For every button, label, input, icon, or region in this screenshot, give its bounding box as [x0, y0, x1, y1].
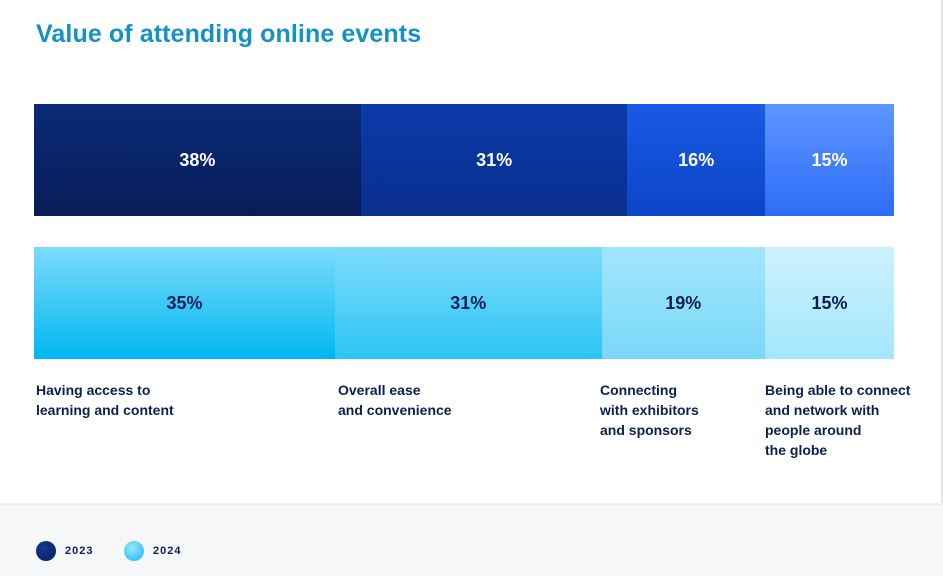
chart-title: Value of attending online events — [36, 20, 422, 48]
legend-item-2023: 2023 — [36, 541, 93, 561]
category-label-ease: Overall ease and convenience — [338, 382, 452, 418]
category-label-networking: Being able to connect and network with p… — [765, 382, 911, 458]
scrollbar[interactable] — [941, 0, 943, 574]
bar-2023-networking: 15% — [764, 104, 894, 216]
bar-row-2024: 35% 31% 19% 15% — [34, 247, 894, 359]
legend-label-2023: 2023 — [65, 545, 94, 557]
bar-2024-ease: 31% — [335, 247, 602, 359]
data-label-2023-networking: 15% — [811, 149, 848, 170]
bar-2023-exhibitors: 16% — [627, 104, 765, 216]
data-label-2024-ease: 31% — [450, 292, 487, 313]
data-label-2024-networking: 15% — [811, 292, 848, 313]
data-label-2023-learning: 38% — [179, 149, 216, 170]
legend-dot-2023-icon — [36, 541, 56, 561]
legend: 2023 2024 — [0, 503, 943, 576]
data-label-2023-exhibitors: 16% — [678, 149, 715, 170]
legend-item-2024: 2024 — [124, 541, 181, 561]
category-label-exhibitors: Connecting with exhibitors and sponsors — [600, 382, 699, 438]
data-label-2024-exhibitors: 19% — [665, 292, 702, 313]
bar-2023-ease: 31% — [360, 104, 628, 216]
legend-dot-2024-icon — [124, 541, 144, 561]
bar-2024-learning: 35% — [34, 247, 335, 359]
bar-2024-networking: 15% — [764, 247, 894, 359]
legend-label-2024: 2024 — [153, 545, 182, 557]
data-label-2024-learning: 35% — [166, 292, 203, 313]
bar-2024-exhibitors: 19% — [601, 247, 765, 359]
bar-2023-learning: 38% — [34, 104, 361, 216]
data-label-2023-ease: 31% — [476, 149, 513, 170]
bar-row-2023: 38% 31% 16% 15% — [34, 104, 894, 216]
category-label-learning: Having access to learning and content — [36, 382, 174, 418]
